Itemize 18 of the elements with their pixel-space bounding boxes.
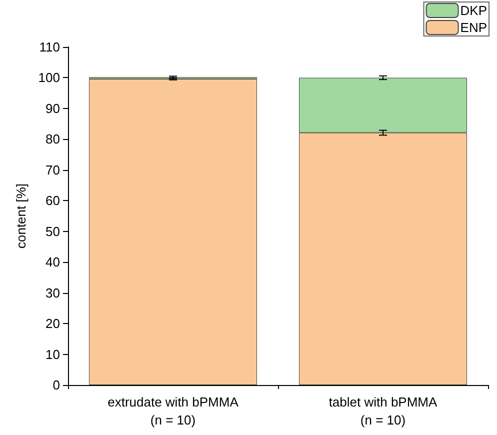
y-tick-label: 80 (46, 132, 60, 147)
y-tick-label: 60 (46, 193, 60, 208)
y-tick-label: 70 (46, 162, 60, 178)
y-tick-label: 20 (46, 316, 60, 332)
bar (89, 78, 257, 385)
legend-label: DKP (460, 3, 488, 18)
y-tick-label: 40 (46, 254, 60, 270)
y-tick-label: 0 (52, 378, 60, 392)
y-tick-label: 30 (46, 285, 60, 300)
y-tick-label: 110 (39, 40, 60, 54)
y-axis-title: content [%] (13, 183, 28, 249)
x-tick-label: extrudate with bPMMA (n = 10) (108, 394, 239, 428)
legend-label: ENP (460, 20, 488, 35)
x-tick-label: tablet with bPMMA (n = 10) (328, 394, 438, 428)
y-tick-label: 100 (38, 70, 60, 86)
y-tick-label: 50 (46, 224, 60, 239)
y-tick-label: 90 (46, 100, 60, 116)
y-tick-label: 10 (46, 346, 60, 362)
